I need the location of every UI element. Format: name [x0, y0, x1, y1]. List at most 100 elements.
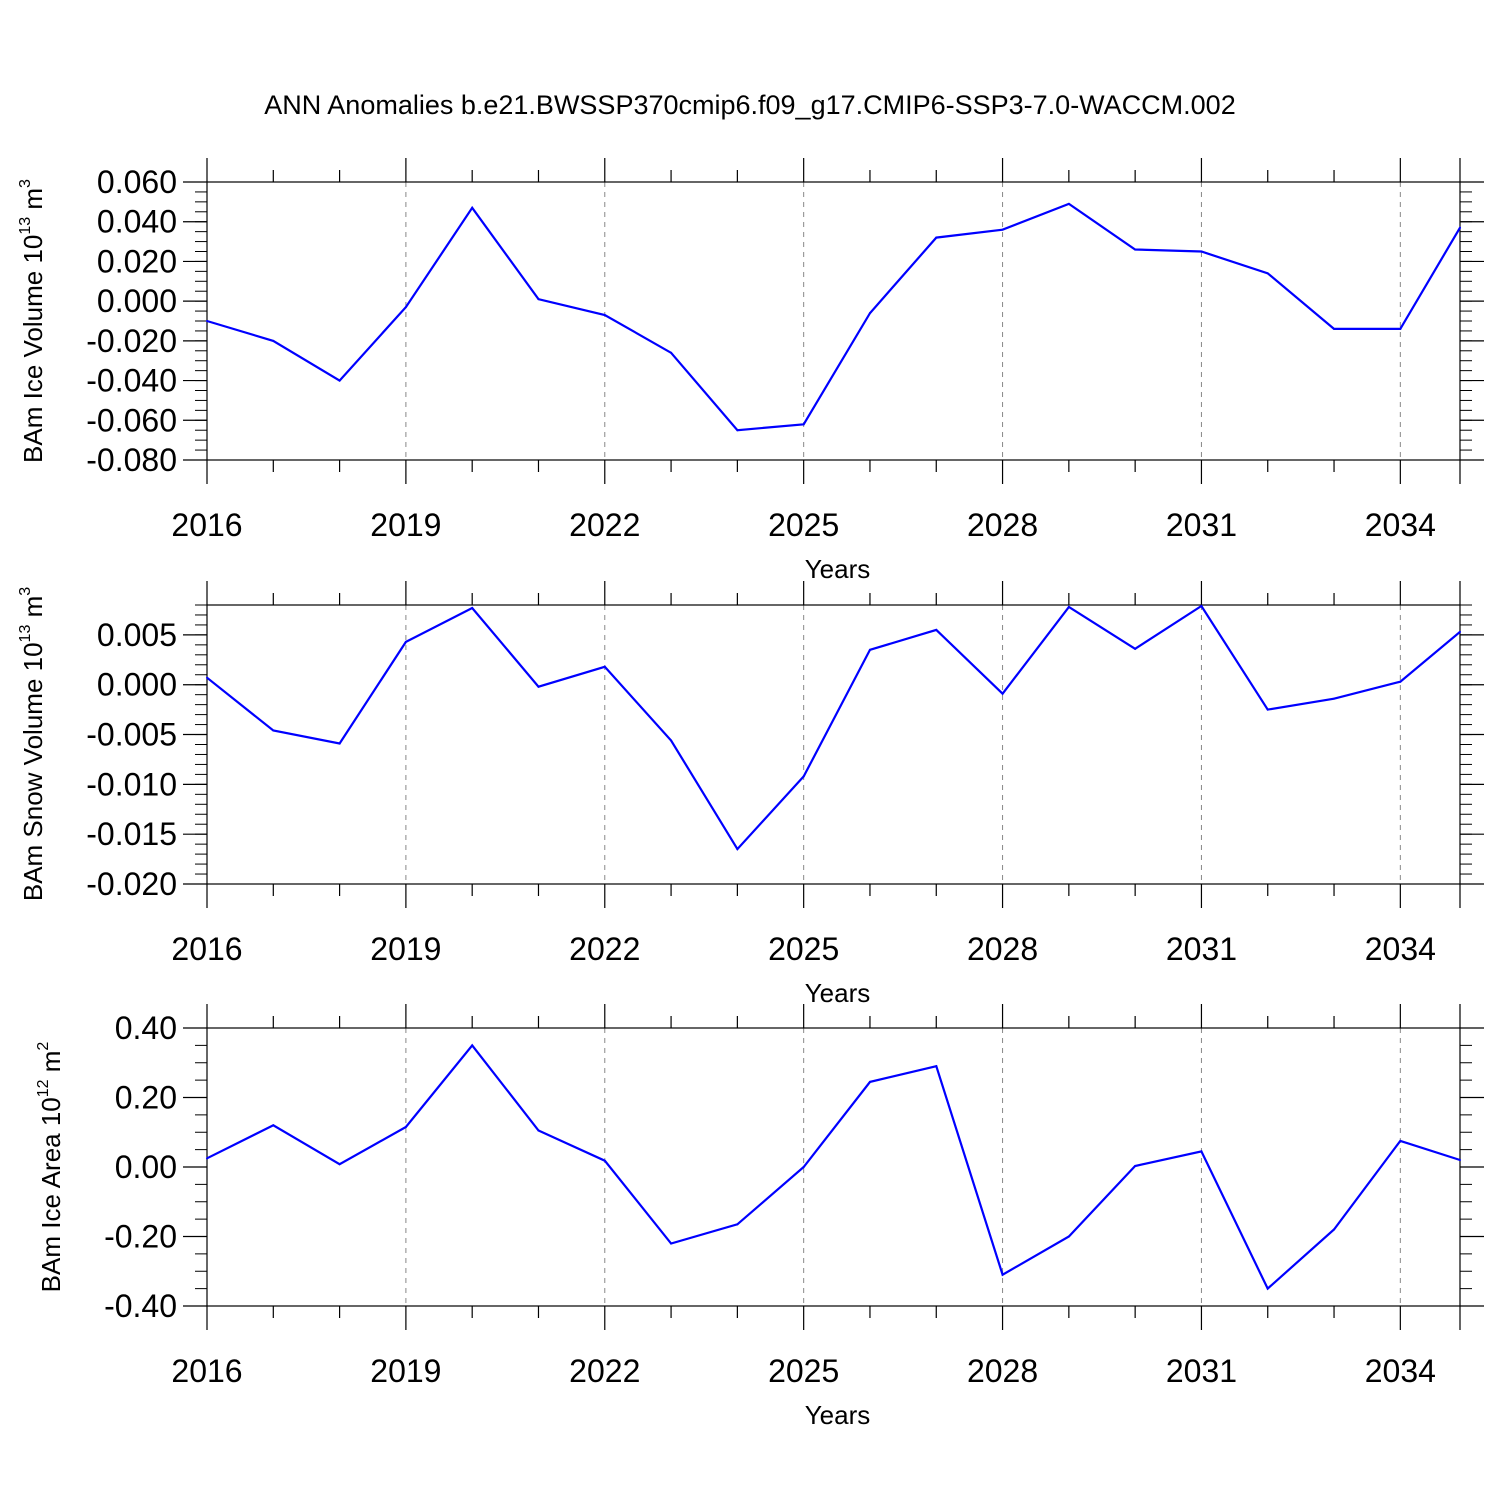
data-point — [1399, 1139, 1402, 1142]
data-point — [404, 306, 407, 309]
data-point — [1266, 272, 1269, 275]
data-point — [935, 628, 938, 631]
data-point — [802, 423, 805, 426]
y-tick-label: 0.040 — [97, 204, 177, 240]
x-tick-label: 2031 — [1166, 931, 1237, 967]
x-tick-label: 2016 — [171, 1353, 242, 1389]
data-point — [404, 1126, 407, 1129]
panel-3: -0.40 -0.20 0.00 0.20 0.40 2016 2019 2022 2025 20… — [35, 1004, 1484, 1430]
panel-2: -0.020 -0.015 -0.010 -0.005 0.000 0.005 2016 20… — [17, 581, 1484, 1008]
x-tick-label: 2019 — [370, 1353, 441, 1389]
plot-frame — [206, 604, 1461, 885]
y-tick-label: 0.000 — [97, 283, 177, 319]
data-point — [802, 1166, 805, 1168]
data-point — [1399, 327, 1402, 330]
data-point — [670, 739, 673, 742]
y-tick-label: 0.000 — [97, 667, 177, 703]
data-point — [1200, 250, 1203, 253]
data-point — [1266, 1287, 1269, 1290]
data-point — [1333, 1228, 1336, 1231]
data-point — [736, 848, 739, 851]
data-point — [1333, 327, 1336, 330]
y-tick-label: -0.015 — [86, 816, 177, 852]
data-point — [868, 1080, 871, 1083]
y-tick-label: -0.40 — [104, 1288, 177, 1324]
data-point — [1399, 680, 1402, 683]
x-tick-label: 2034 — [1365, 1353, 1436, 1389]
series-line — [206, 604, 1461, 851]
data-point — [404, 640, 407, 643]
data-point — [802, 775, 805, 778]
data-point — [1333, 697, 1336, 700]
data-point — [272, 339, 275, 342]
x-tick-label: 2034 — [1365, 931, 1436, 967]
data-point — [338, 1163, 341, 1166]
data-point — [1001, 228, 1004, 231]
data-point — [338, 742, 341, 745]
y-tick-label: -0.080 — [86, 442, 177, 478]
y-tick-label: 0.060 — [97, 164, 177, 200]
y-tick-label: 0.40 — [115, 1010, 177, 1046]
data-point — [670, 1242, 673, 1245]
plot-frame — [206, 1027, 1461, 1307]
data-point — [603, 1159, 606, 1162]
data-point — [1200, 1150, 1203, 1153]
data-point — [1134, 248, 1137, 251]
x-tick-label: 2028 — [967, 1353, 1038, 1389]
x-tick-label: 2019 — [370, 507, 441, 543]
y-tick-label: -0.20 — [104, 1219, 177, 1255]
data-point — [1134, 647, 1137, 650]
data-point — [206, 1157, 208, 1160]
x-tick-label: 2034 — [1365, 507, 1436, 543]
y-tick-label: -0.020 — [86, 866, 177, 902]
y-tick-label: -0.040 — [86, 363, 177, 399]
data-point — [868, 648, 871, 651]
x-tick-label: 2019 — [370, 931, 441, 967]
data-point — [1459, 226, 1461, 229]
y-tick-label: -0.020 — [86, 323, 177, 359]
data-point — [1134, 1164, 1137, 1167]
data-point — [272, 729, 275, 732]
data-point — [603, 314, 606, 317]
x-tick-label: 2022 — [569, 1353, 640, 1389]
data-point — [1459, 630, 1461, 633]
x-tick-label: 2022 — [569, 507, 640, 543]
data-point — [1200, 604, 1203, 607]
y-axis-title: BAm Snow Volume 1013 m3 — [17, 587, 48, 901]
x-tick-label: 2031 — [1166, 507, 1237, 543]
data-point — [670, 351, 673, 354]
y-axis-title: BAm Ice Area 1012 m2 — [35, 1042, 66, 1293]
y-tick-label: 0.005 — [97, 617, 177, 653]
data-point — [1067, 1235, 1070, 1238]
y-tick-label: 0.020 — [97, 243, 177, 279]
x-axis-title: Years — [805, 554, 871, 584]
series-line — [206, 202, 1461, 432]
data-point — [1459, 1159, 1461, 1162]
x-tick-label: 2022 — [569, 931, 640, 967]
x-axis-title: Years — [805, 1400, 871, 1430]
x-tick-label: 2028 — [967, 507, 1038, 543]
plot-frame — [206, 181, 1461, 461]
data-point — [1266, 708, 1269, 711]
y-tick-label: 0.00 — [115, 1149, 177, 1185]
y-axis-title: BAm Ice Volume 1013 m3 — [17, 179, 48, 463]
y-tick-label: 0.20 — [115, 1080, 177, 1116]
x-tick-label: 2031 — [1166, 1353, 1237, 1389]
data-point — [868, 312, 871, 315]
x-tick-label: 2016 — [171, 507, 242, 543]
data-point — [537, 1129, 540, 1132]
y-tick-label: -0.005 — [86, 717, 177, 753]
data-point — [1067, 605, 1070, 608]
data-point — [1067, 202, 1070, 205]
page-title: ANN Anomalies b.e21.BWSSP370cmip6.f09_g1… — [264, 90, 1236, 120]
y-tick-label: -0.060 — [86, 402, 177, 438]
data-point — [471, 606, 474, 609]
data-point — [935, 1065, 938, 1068]
data-point — [471, 1044, 474, 1047]
x-tick-label: 2025 — [768, 931, 839, 967]
data-point — [537, 298, 540, 301]
data-point — [471, 206, 474, 209]
data-point — [736, 1223, 739, 1226]
